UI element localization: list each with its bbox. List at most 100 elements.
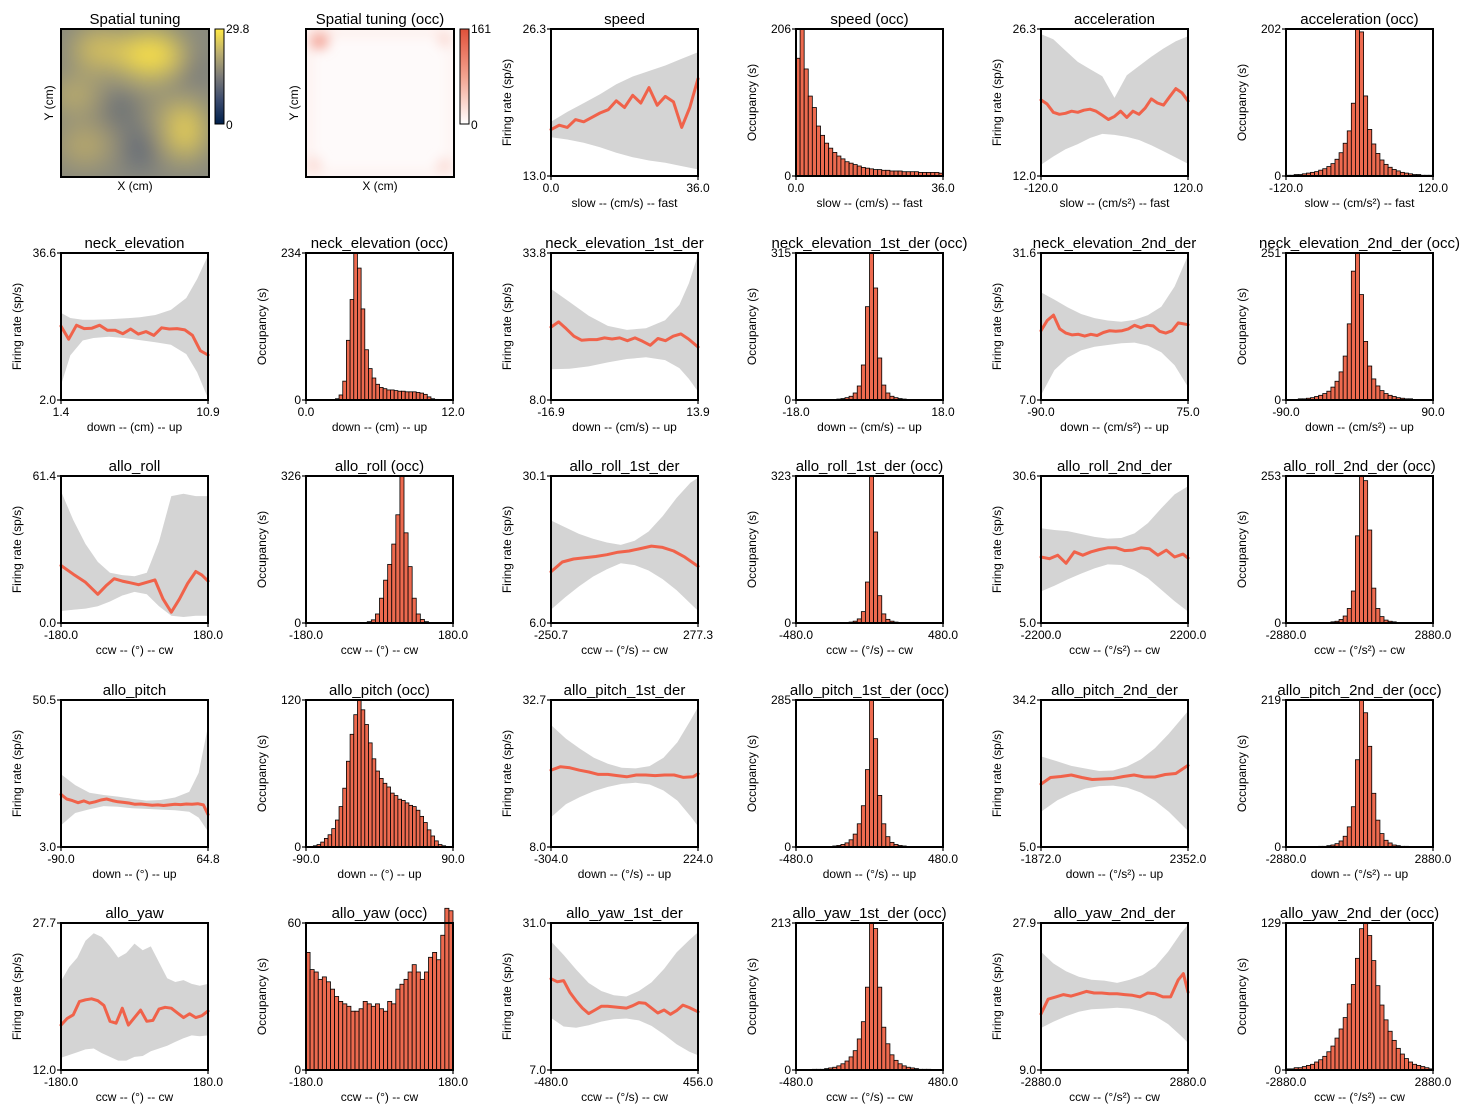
occupancy-bar: [1375, 153, 1381, 177]
y-tick-label: 2.0: [39, 393, 56, 407]
occupancy-bar: [869, 699, 874, 848]
axes-frame: [550, 699, 699, 848]
y-axis-label: Firing rate (sp/s): [990, 730, 1004, 817]
occupancy-bar: [1367, 745, 1373, 848]
x-tick-label: -18.0: [782, 405, 810, 419]
axes-frame: [305, 252, 454, 401]
chart-title: allo_roll (occ): [335, 458, 424, 475]
y-axis-label: Firing rate (sp/s): [10, 506, 24, 593]
occupancy-bar: [360, 308, 366, 401]
x-tick-label: 2880.0: [1415, 852, 1452, 866]
tuning-curve-line: [1039, 546, 1190, 565]
tuning-curve-line: [549, 765, 700, 779]
occupancy-bar: [1359, 699, 1364, 848]
spatial-occupancy-heatmap: [306, 29, 454, 177]
y-axis-label: Firing rate (sp/s): [10, 953, 24, 1040]
occupancy-bar: [869, 168, 874, 177]
x-tick-label: -2200.0: [1021, 628, 1062, 642]
x-tick-label: -90.0: [292, 852, 320, 866]
y-tick-label: 12.0: [1013, 169, 1037, 183]
x-tick-label: -2880.0: [1266, 852, 1307, 866]
occupancy-bar: [860, 1021, 866, 1071]
occupancy-bar: [1391, 1039, 1397, 1071]
occupancy-bar: [371, 758, 377, 848]
y-tick-label: 36.6: [33, 246, 57, 260]
y-tick-label: 7.0: [529, 1063, 546, 1077]
x-tick-label: -180.0: [44, 628, 78, 642]
chart-panel-allo-yaw: allo_yaw 27.7 12.0-180.0 180.0 ccw -- (°) --…: [10, 905, 223, 1104]
occupancy-bar: [811, 107, 817, 177]
chart-panel-allo-yaw-2nd-der: allo_yaw_2nd_der 27.9 9.0-2880.0 2880.0 ccw …: [990, 905, 1207, 1104]
spatial-occupancy-cbar-max: 161: [471, 22, 491, 36]
y-tick-label: 0: [1274, 169, 1281, 183]
x-axis-label: ccw -- (°/s) -- cw: [581, 1090, 668, 1104]
occupancy-bar: [353, 252, 358, 401]
x-axis-label: ccw -- (°/s) -- cw: [581, 643, 668, 657]
y-axis-label: Occupancy (s): [255, 735, 269, 812]
y-tick-label: 0: [294, 840, 301, 854]
x-tick-label: 75.0: [1176, 405, 1200, 419]
x-axis-label: ccw -- (°/s²) -- cw: [1069, 643, 1160, 657]
occupancy-bar: [832, 152, 838, 177]
x-tick-label: -1872.0: [1021, 852, 1062, 866]
occupancy-bar: [873, 928, 879, 1071]
y-tick-label: 234: [281, 246, 301, 260]
occupancy-bar: [1342, 142, 1348, 177]
occupancy-bar: [397, 390, 402, 401]
y-axis-label: Firing rate (sp/s): [10, 730, 24, 817]
occupancy-bar: [366, 1003, 372, 1071]
occupancy-bar: [331, 828, 336, 848]
chart-panel-allo-pitch-2nd-der: allo_pitch_2nd_der 34.2 5.0-1872.0 2352.0 do…: [990, 682, 1207, 881]
occupancy-bar: [1350, 270, 1356, 401]
occupancy-bar: [432, 952, 438, 1071]
axes-frame: [1040, 252, 1189, 401]
y-tick-label: 0: [784, 169, 791, 183]
occupancy-bar: [869, 475, 874, 624]
x-tick-label: -2880.0: [1266, 628, 1307, 642]
occupancy-bar: [412, 806, 417, 848]
occupancy-bar: [1330, 1045, 1336, 1071]
occupancy-bar: [1314, 1061, 1320, 1071]
occupancy-bar: [1387, 166, 1393, 177]
occupancy-bar: [393, 795, 399, 848]
occupancy-bar: [1359, 928, 1364, 1071]
occupancy-bar: [1322, 168, 1328, 177]
confidence-band: [1041, 711, 1188, 831]
occupancy-bar: [371, 377, 377, 401]
y-tick-label: 50.5: [33, 693, 57, 707]
spatial-occupancy-xlabel: X (cm): [362, 179, 397, 193]
occupancy-bar: [877, 795, 883, 848]
occupancy-bar: [803, 68, 809, 177]
occupancy-bar: [1363, 712, 1369, 848]
occupancy-bar: [401, 800, 406, 848]
y-tick-label: 206: [771, 22, 791, 36]
occupancy-bar: [1359, 31, 1364, 177]
occupancy-bar: [342, 380, 347, 401]
x-tick-label: 180.0: [438, 628, 468, 642]
occupancy-bar: [364, 724, 369, 848]
tuning-curve-line: [59, 564, 210, 614]
occupancy-bar: [1326, 166, 1332, 177]
occupancy-bar: [379, 1008, 384, 1071]
occupancy-bar: [1355, 252, 1360, 401]
occupancy-bar: [1383, 839, 1389, 848]
chart-title: allo_yaw: [105, 905, 164, 922]
x-tick-label: 2880.0: [1415, 628, 1452, 642]
chart-panel-allo-pitch-1st-der: allo_pitch_1st_der 32.7 8.0-304.0 224.0 down…: [500, 682, 713, 881]
occupancy-bar: [852, 833, 858, 848]
x-axis-label: ccw -- (°/s) -- cw: [826, 1090, 913, 1104]
occupancy-bar: [1350, 984, 1356, 1071]
occupancy-bar: [1350, 590, 1356, 624]
occupancy-bar: [869, 252, 874, 401]
occupancy-bar: [375, 1003, 380, 1071]
chart-panel-neck-elevation-1st-der-occ-: neck_elevation_1st_der (occ)315 0-18.0 18.…: [745, 235, 967, 434]
occupancy-bar: [1387, 1030, 1393, 1071]
chart-title: allo_pitch (occ): [329, 682, 430, 699]
occupancy-bar: [415, 971, 421, 1071]
occupancy-bar: [869, 922, 874, 1071]
chart-title: allo_yaw_1st_der: [566, 905, 683, 922]
axes-frame: [305, 475, 454, 624]
occupancy-bar: [885, 836, 891, 848]
occupancy-bar: [1367, 129, 1373, 177]
occupancy-bar: [1350, 806, 1356, 848]
